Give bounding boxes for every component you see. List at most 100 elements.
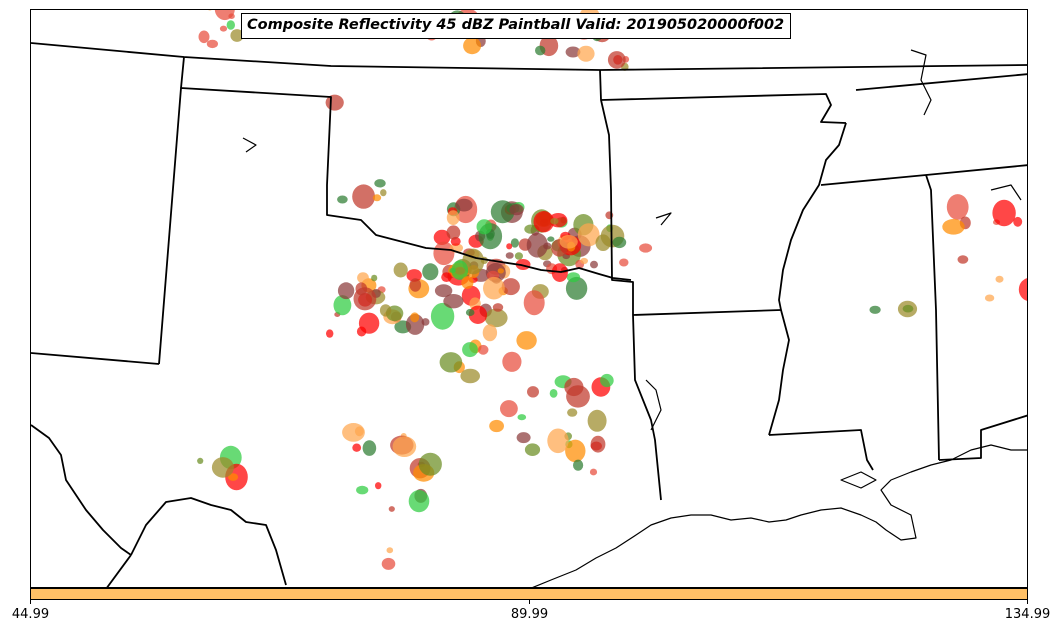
colorbar-tick-mark xyxy=(30,600,31,604)
reflectivity-blob xyxy=(462,342,478,358)
reflectivity-blob xyxy=(454,266,466,275)
reflectivity-blob xyxy=(352,184,375,209)
reflectivity-blob xyxy=(587,409,607,432)
reflectivity-blobs xyxy=(197,10,1027,570)
reflectivity-blob xyxy=(565,276,588,300)
reflectivity-blob xyxy=(455,198,473,212)
reflectivity-blob xyxy=(433,241,455,266)
reflectivity-blob xyxy=(619,258,629,267)
reflectivity-blob xyxy=(230,29,244,42)
reflectivity-blob xyxy=(501,278,520,296)
reflectivity-blob xyxy=(484,308,508,328)
reflectivity-blob xyxy=(549,389,558,398)
reflectivity-blob xyxy=(326,329,334,338)
reflectivity-blob xyxy=(942,219,965,235)
colorbar-tick-label: 44.99 xyxy=(11,607,50,622)
reflectivity-blob xyxy=(408,490,430,513)
reflectivity-blob xyxy=(547,236,555,242)
reflectivity-blob xyxy=(386,547,394,554)
reflectivity-blob xyxy=(543,242,552,250)
reflectivity-blob xyxy=(514,252,523,260)
reflectivity-blob xyxy=(550,218,559,225)
reflectivity-blob xyxy=(372,194,382,202)
reflectivity-blob xyxy=(516,432,531,444)
reflectivity-blob xyxy=(524,443,541,457)
reflectivity-blob xyxy=(356,326,367,337)
reflectivity-blob xyxy=(607,51,626,69)
reflectivity-blob xyxy=(497,268,504,274)
reflectivity-blob xyxy=(461,276,474,289)
reflectivity-blob xyxy=(527,386,539,398)
reflectivity-blob xyxy=(446,210,460,226)
reflectivity-blob xyxy=(446,225,461,240)
reflectivity-blob xyxy=(393,262,408,278)
reflectivity-blob xyxy=(228,473,239,481)
reflectivity-blob xyxy=(460,368,481,384)
reflectivity-blob xyxy=(500,400,518,418)
state-borders xyxy=(31,42,1027,587)
reflectivity-blob xyxy=(337,195,348,204)
reflectivity-blob xyxy=(430,302,455,330)
reflectivity-blob xyxy=(502,351,522,372)
reflectivity-blob xyxy=(612,236,627,249)
reflectivity-blob xyxy=(523,290,545,316)
reflectivity-blob xyxy=(577,223,600,247)
reflectivity-blob xyxy=(434,284,453,298)
colorbar-tick-mark xyxy=(529,600,530,604)
reflectivity-blob xyxy=(211,457,234,478)
reflectivity-blob xyxy=(1018,278,1027,301)
reflectivity-blob xyxy=(580,257,588,265)
reflectivity-blob xyxy=(381,557,396,570)
reflectivity-blob xyxy=(356,485,369,495)
reflectivity-blob xyxy=(333,295,352,316)
reflectivity-blob xyxy=(433,229,451,245)
reflectivity-blob xyxy=(505,252,514,259)
reflectivity-blob xyxy=(516,331,537,350)
reflectivity-blob xyxy=(371,274,378,282)
reflectivity-blob xyxy=(869,305,881,314)
reflectivity-blob xyxy=(206,39,218,49)
reflectivity-blob xyxy=(559,235,578,249)
reflectivity-blob xyxy=(577,45,595,62)
reflectivity-blob xyxy=(489,419,504,433)
colorbar-tick-label: 89.99 xyxy=(510,607,549,622)
reflectivity-blob xyxy=(353,287,377,311)
reflectivity-blob xyxy=(957,255,969,264)
reflectivity-blob xyxy=(443,294,464,309)
reflectivity-blob xyxy=(439,352,463,373)
reflectivity-blob xyxy=(352,443,362,452)
reflectivity-blob xyxy=(600,373,614,388)
reflectivity-blob xyxy=(492,303,504,312)
reflectivity-blob xyxy=(483,276,505,300)
reflectivity-blob xyxy=(388,506,395,512)
reflectivity-blob xyxy=(565,46,581,58)
reflectivity-blob xyxy=(449,268,456,273)
reflectivity-blob xyxy=(510,238,519,248)
reflectivity-blob xyxy=(590,435,606,453)
reflectivity-blob xyxy=(564,377,584,397)
reflectivity-blob xyxy=(509,204,524,216)
reflectivity-blob xyxy=(1013,216,1023,227)
map-canvas xyxy=(31,10,1027,587)
reflectivity-blob xyxy=(465,308,475,317)
reflectivity-blob xyxy=(392,436,417,457)
reflectivity-blob xyxy=(573,459,584,471)
reflectivity-blob xyxy=(357,272,369,284)
map-title: Composite Reflectivity 45 dBZ Paintball … xyxy=(241,13,792,39)
reflectivity-blob xyxy=(506,243,513,250)
reflectivity-blob xyxy=(362,440,377,456)
reflectivity-blob xyxy=(197,457,204,464)
map-panel xyxy=(30,9,1028,588)
reflectivity-blob xyxy=(337,282,355,300)
reflectivity-blob xyxy=(441,272,452,282)
reflectivity-blob xyxy=(565,439,586,463)
reflectivity-blob xyxy=(422,263,439,281)
reflectivity-blob xyxy=(409,278,422,292)
reflectivity-blob xyxy=(476,219,492,235)
reflectivity-blob xyxy=(589,468,598,476)
reflectivity-blob xyxy=(526,232,548,258)
reflectivity-blob xyxy=(590,260,598,269)
reflectivity-blob xyxy=(418,452,442,476)
reflectivity-blob xyxy=(639,243,653,253)
reflectivity-blob xyxy=(374,179,386,188)
